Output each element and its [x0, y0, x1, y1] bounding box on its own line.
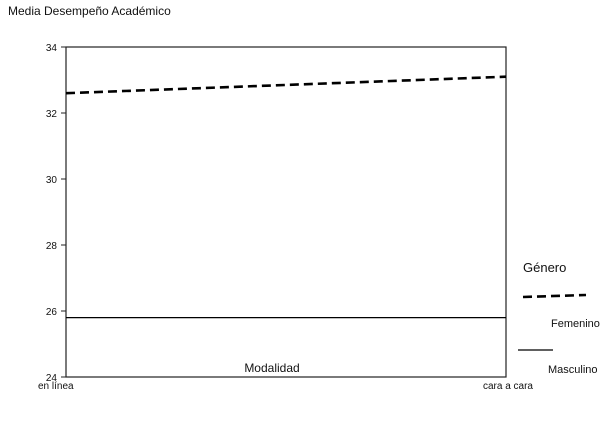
y-axis: 24 26 28 30 32 34: [46, 43, 66, 384]
y-tick-label: 34: [46, 43, 58, 54]
y-tick-label: 28: [46, 241, 58, 252]
legend-title: Género: [523, 260, 566, 275]
x-tick-label: en línea: [38, 381, 74, 392]
y-tick-label: 32: [46, 109, 58, 120]
y-tick-label: 26: [46, 307, 58, 318]
x-tick-label: cara a cara: [483, 381, 533, 392]
x-axis: en línea cara a cara: [38, 381, 533, 392]
x-axis-label: Modalidad: [244, 361, 299, 375]
legend-swatch-femenino: [522, 293, 587, 299]
legend-label-femenino: Femenino: [551, 318, 600, 330]
series-line-femenino: [65, 75, 507, 95]
plot-area: [65, 46, 507, 378]
series-group: [65, 75, 507, 319]
plot-frame: [65, 46, 507, 378]
y-tick-label: 24: [46, 373, 58, 384]
y-tick-label: 30: [46, 175, 58, 186]
legend-label-masculino: Masculino: [548, 364, 598, 376]
legend: Género Femenino Masculino: [518, 260, 600, 376]
y-axis-label: Media Desempeño Académico: [8, 4, 171, 18]
